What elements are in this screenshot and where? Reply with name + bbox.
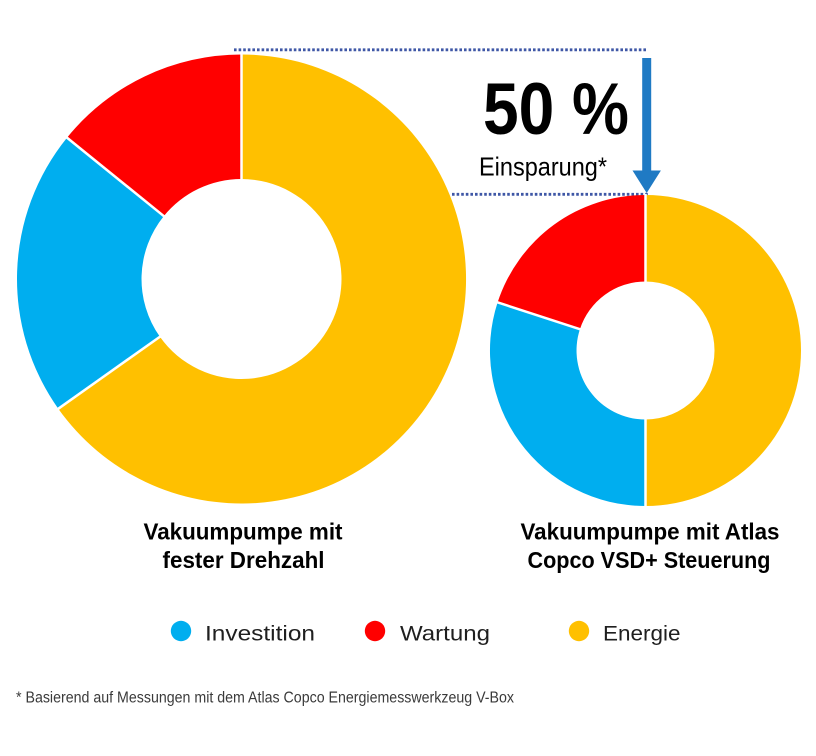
- svg-text:50 %: 50 %: [483, 69, 629, 150]
- svg-text:* Basierend auf Messungen mit: * Basierend auf Messungen mit dem Atlas …: [16, 690, 514, 707]
- svg-text:Energie: Energie: [603, 622, 681, 646]
- svg-text:fester Drehzahl: fester Drehzahl: [163, 547, 325, 573]
- svg-text:Vakuumpumpe mit Atlas: Vakuumpumpe mit Atlas: [521, 519, 780, 545]
- svg-text:Einsparung*: Einsparung*: [479, 152, 607, 182]
- svg-text:Copco VSD+ Steuerung: Copco VSD+ Steuerung: [528, 547, 771, 573]
- svg-text:Wartung: Wartung: [400, 622, 490, 646]
- svg-text:Vakuumpumpe mit: Vakuumpumpe mit: [144, 519, 343, 545]
- svg-text:Investition: Investition: [205, 622, 315, 646]
